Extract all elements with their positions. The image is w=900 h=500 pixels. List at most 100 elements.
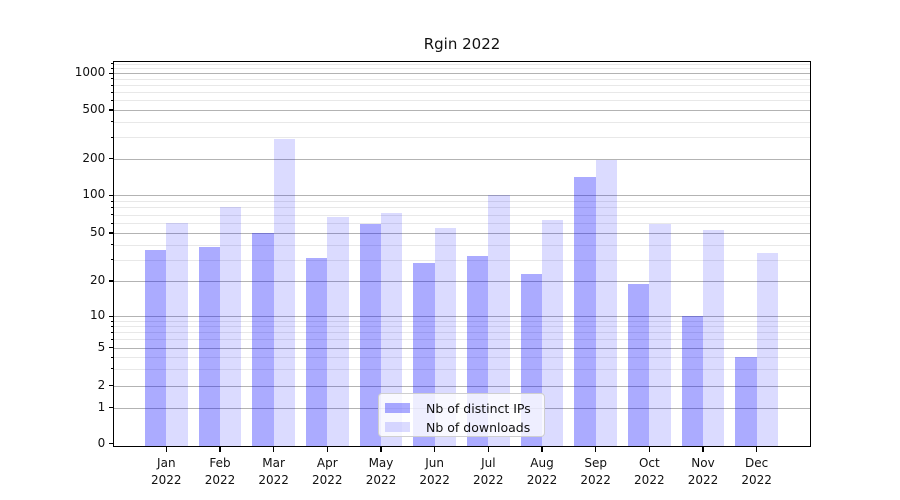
x-tick-mark <box>326 447 328 452</box>
y-minor-tick-mark <box>110 136 114 138</box>
gridline-minor <box>113 356 811 358</box>
bar-distinct-ips <box>735 356 757 446</box>
legend-item: Nb of distinct IPs <box>385 399 536 418</box>
x-axis-tick-label: Feb 2022 <box>204 456 236 487</box>
y-axis-tick-label: 500 <box>82 102 106 116</box>
gridline-minor <box>113 92 811 94</box>
x-axis-tick-label: Jul 2022 <box>473 456 504 487</box>
y-axis-tick-label: 5 <box>97 339 106 354</box>
gridline-minor <box>113 214 811 216</box>
legend-label: Nb of distinct IPs <box>426 400 531 416</box>
x-tick-mark <box>487 447 490 452</box>
y-minor-tick-mark <box>110 368 114 370</box>
bar-distinct-ips <box>145 250 167 446</box>
bar-downloads <box>434 227 456 446</box>
y-minor-tick-mark <box>110 244 114 246</box>
legend-swatch-downloads <box>385 421 410 433</box>
y-minor-tick-mark <box>110 99 114 101</box>
y-tick-mark <box>108 442 114 445</box>
bar-distinct-ips <box>574 177 596 446</box>
gridline-minor <box>113 223 811 225</box>
bar-downloads <box>380 213 403 446</box>
plot-area <box>113 60 811 448</box>
bar-distinct-ips <box>252 233 274 446</box>
gridline-minor <box>113 321 811 323</box>
y-tick-mark <box>108 109 114 111</box>
gridline-minor <box>113 137 811 139</box>
y-minor-tick-mark <box>110 214 114 216</box>
y-minor-tick-mark <box>110 259 114 261</box>
bar-downloads <box>273 138 295 446</box>
bar-downloads <box>327 217 349 446</box>
bar-downloads <box>166 223 188 446</box>
gridline-minor <box>113 244 811 246</box>
gridline-minor <box>113 201 811 203</box>
y-tick-mark <box>108 406 114 409</box>
x-tick-mark <box>595 447 597 452</box>
gridline-major <box>113 281 811 282</box>
x-tick-mark <box>756 447 758 452</box>
y-minor-tick-mark <box>110 207 114 208</box>
gridline-major <box>113 233 811 234</box>
gridline-minor <box>113 326 811 328</box>
gridline-minor <box>113 78 811 80</box>
y-minor-tick-mark <box>110 91 114 93</box>
gridline-major <box>113 73 811 75</box>
y-tick-mark <box>108 347 114 349</box>
y-axis-tick-label: 1000 <box>74 65 106 80</box>
y-axis-tick-label: 1 <box>97 399 106 414</box>
y-tick-mark <box>108 194 114 196</box>
bar-downloads <box>488 195 510 446</box>
y-axis-tick-label: 20 <box>90 273 106 287</box>
gridline-minor <box>113 121 811 123</box>
bar-downloads <box>649 223 671 446</box>
bar-downloads <box>595 159 617 446</box>
y-minor-tick-mark <box>110 320 114 322</box>
x-axis-tick-label: Oct 2022 <box>634 456 665 487</box>
chart-title: Rgin 2022 <box>423 35 501 53</box>
bar-distinct-ips <box>198 247 220 446</box>
y-minor-tick-mark <box>110 356 114 358</box>
y-minor-tick-mark <box>110 200 114 202</box>
x-tick-mark <box>273 447 275 452</box>
x-axis-tick-label: May 2022 <box>365 456 397 487</box>
legend: Nb of distinct IPs Nb of downloads <box>378 392 545 437</box>
x-axis-tick-label: Mar 2022 <box>258 456 289 487</box>
bar-distinct-ips <box>628 283 650 446</box>
x-tick-mark <box>541 447 543 452</box>
gridline-major <box>113 316 811 318</box>
y-axis-tick-label: 100 <box>82 187 106 202</box>
y-tick-mark <box>108 385 114 387</box>
gridline-minor <box>113 207 811 209</box>
y-minor-tick-mark <box>110 222 114 224</box>
x-axis-tick-label: Jun 2022 <box>419 456 450 487</box>
x-axis-tick-label: Jan 2022 <box>151 456 182 487</box>
y-tick-mark <box>108 280 114 282</box>
y-minor-tick-mark <box>110 84 114 86</box>
legend-item: Nb of downloads <box>385 418 536 437</box>
bar-downloads <box>703 229 725 446</box>
gridline-major <box>113 110 811 111</box>
y-minor-tick-mark <box>110 78 114 80</box>
gridline-minor <box>113 368 811 370</box>
bar-downloads <box>219 207 242 446</box>
x-tick-mark <box>165 447 167 452</box>
y-minor-tick-mark <box>110 121 114 123</box>
y-minor-tick-mark <box>110 339 114 340</box>
legend-swatch-distinct-ips <box>385 402 410 414</box>
x-axis-tick-label: Apr 2022 <box>312 456 343 487</box>
gridline-minor <box>113 332 811 334</box>
gridline-minor <box>113 100 811 102</box>
legend-label: Nb of downloads <box>426 419 531 435</box>
gridline-minor <box>113 339 811 341</box>
y-axis-tick-label: 200 <box>82 150 106 165</box>
x-tick-mark <box>702 447 704 452</box>
y-axis-tick-label: 10 <box>90 308 106 323</box>
gridline-major <box>113 195 811 197</box>
y-axis-tick-label: 50 <box>90 225 106 239</box>
gridline-minor <box>113 85 811 87</box>
y-tick-mark <box>108 157 114 160</box>
gridline-major <box>113 158 811 160</box>
x-axis-tick-label: Sep 2022 <box>580 456 611 487</box>
